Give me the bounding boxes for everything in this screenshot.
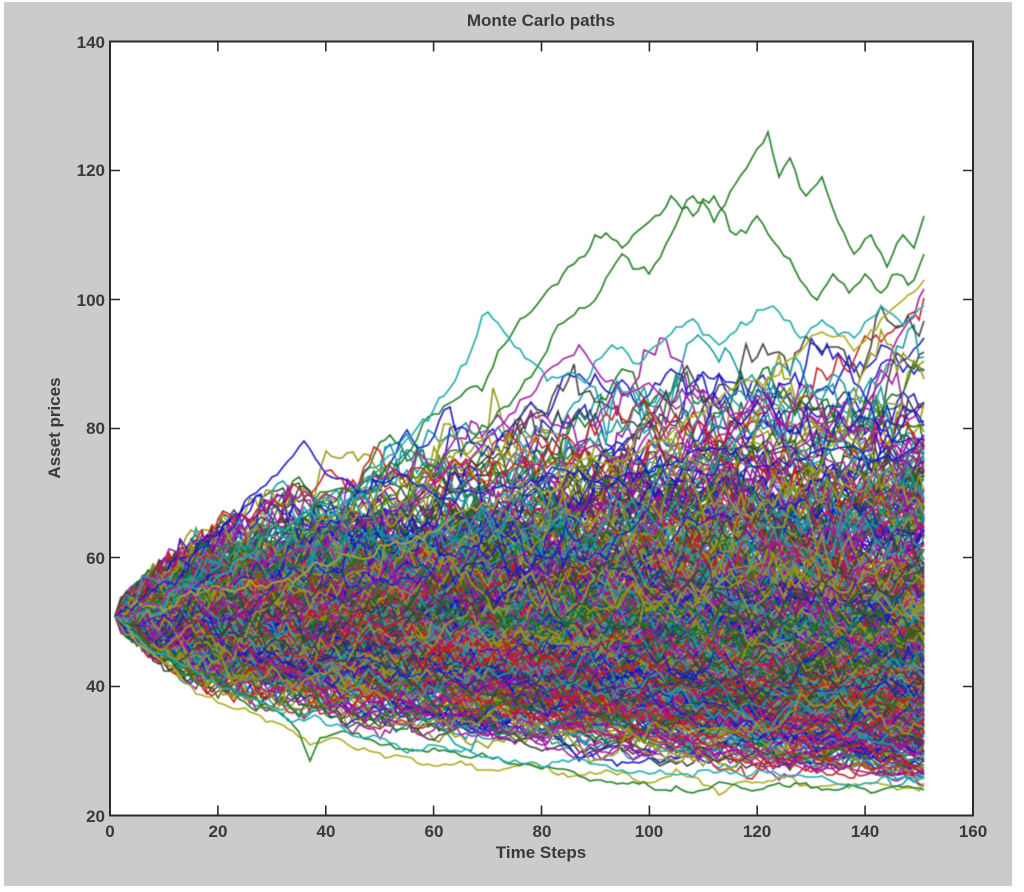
svg-text:80: 80 (533, 822, 552, 841)
svg-text:100: 100 (77, 291, 105, 310)
svg-text:80: 80 (86, 419, 105, 438)
svg-text:120: 120 (743, 822, 771, 841)
svg-text:140: 140 (851, 822, 879, 841)
svg-text:60: 60 (425, 822, 444, 841)
svg-text:Time Steps: Time Steps (496, 843, 586, 862)
svg-text:Monte Carlo paths: Monte Carlo paths (467, 11, 615, 30)
svg-text:20: 20 (86, 807, 105, 826)
svg-text:160: 160 (959, 822, 987, 841)
svg-text:60: 60 (86, 549, 105, 568)
svg-text:40: 40 (86, 677, 105, 696)
svg-text:100: 100 (635, 822, 663, 841)
svg-text:120: 120 (77, 161, 105, 180)
svg-text:140: 140 (77, 33, 105, 52)
svg-text:Asset prices: Asset prices (45, 377, 64, 478)
svg-text:20: 20 (209, 822, 228, 841)
svg-text:40: 40 (317, 822, 336, 841)
svg-text:0: 0 (105, 822, 114, 841)
